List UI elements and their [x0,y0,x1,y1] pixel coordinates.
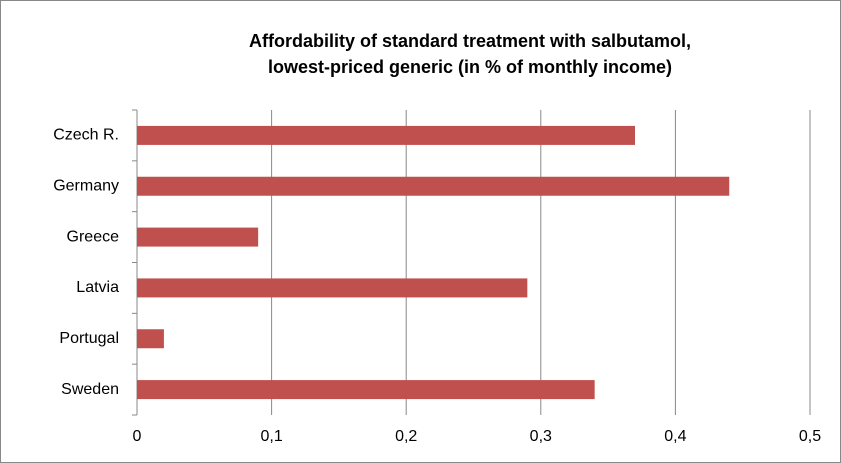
x-tick-label: 0,2 [395,428,417,445]
x-tick-label: 0,3 [530,428,552,445]
bar [137,227,259,247]
bar [137,278,528,298]
bar [137,380,595,400]
x-tick-label: 0,4 [664,428,686,445]
y-tick-label: Sweden [61,381,119,398]
x-tick-label: 0,1 [260,428,282,445]
y-tick-label: Portugal [59,330,119,347]
bar [137,125,636,145]
y-tick-label: Czech R. [53,127,119,144]
y-tick-label: Germany [53,177,119,194]
x-tick-label: 0,5 [799,428,821,445]
y-tick-label: Latvia [76,279,119,296]
chart-title-line: Affordability of standard treatment with… [249,31,691,51]
bar [137,329,164,349]
x-tick-label: 0 [133,428,142,445]
bar [137,176,730,196]
y-tick-label: Greece [67,228,120,245]
chart-title-line: lowest-priced generic (in % of monthly i… [268,57,672,77]
